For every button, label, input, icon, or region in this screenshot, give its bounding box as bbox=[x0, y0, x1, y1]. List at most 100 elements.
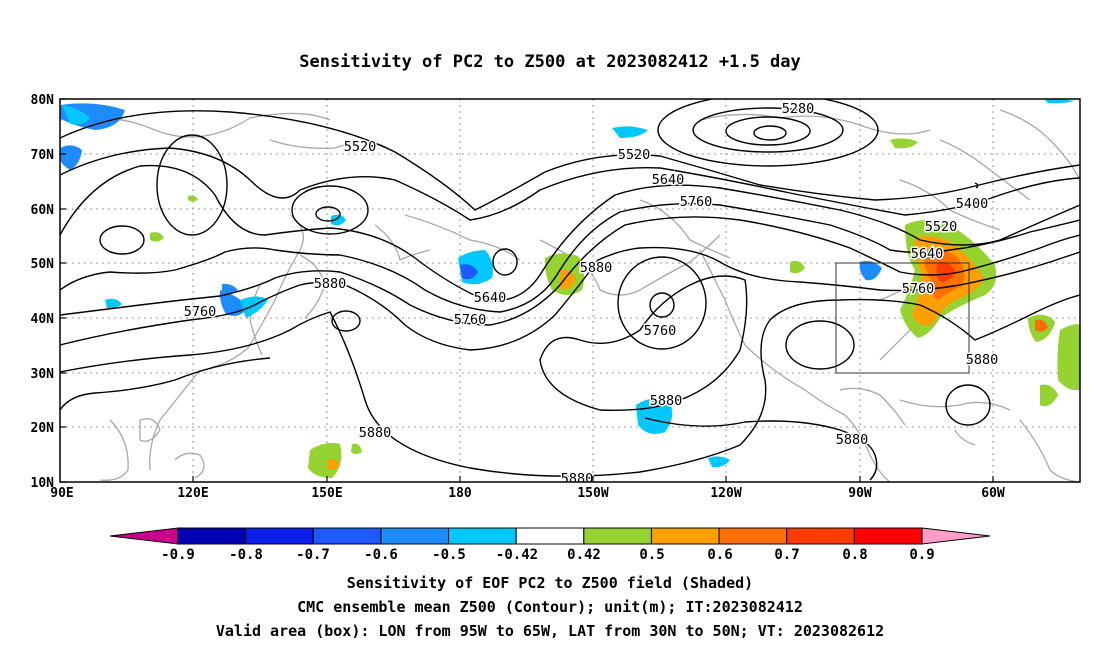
positive-patch bbox=[890, 138, 918, 149]
colorbar-cell bbox=[380, 527, 450, 545]
positive-patch bbox=[790, 260, 805, 274]
negative-patch bbox=[60, 145, 82, 170]
positive-patch bbox=[560, 269, 576, 289]
lat-label: 10N bbox=[31, 476, 55, 491]
negative-patch bbox=[612, 126, 648, 138]
lon-label: 60W bbox=[981, 486, 1005, 501]
lon-label: 120W bbox=[710, 486, 741, 501]
contour-label: 5760 bbox=[680, 194, 713, 210]
negative-patch bbox=[1045, 99, 1075, 104]
contour-label: 5880 bbox=[359, 425, 392, 441]
colorbar-cell bbox=[515, 527, 585, 545]
axis-ticks bbox=[60, 98, 994, 483]
colorbar-cell bbox=[583, 527, 652, 545]
colorbar-cell bbox=[312, 527, 382, 545]
colorbar: -0.9 -0.8 -0.7 -0.6 -0.5 -0.42 0.42 0.5 … bbox=[109, 527, 991, 563]
contour-label: 5400 bbox=[956, 196, 989, 212]
captions: Sensitivity of EOF PC2 to Z500 field (Sh… bbox=[216, 574, 884, 640]
negative-patch bbox=[636, 398, 673, 434]
colorbar-label: 0.42 bbox=[567, 547, 601, 563]
colorbar-label: 0.6 bbox=[707, 547, 732, 563]
positive-patch bbox=[1035, 319, 1048, 332]
colorbar-label: -0.7 bbox=[296, 547, 330, 563]
colorbar-label: -0.8 bbox=[229, 547, 263, 563]
contour-label: 5640 bbox=[474, 290, 507, 306]
positive-patch bbox=[351, 443, 362, 454]
lat-label: 40N bbox=[31, 312, 55, 327]
map-panel: 5280 5520 5520 5520 5400 5640 5640 5640 … bbox=[31, 93, 1081, 501]
lon-label: 150W bbox=[577, 486, 608, 501]
colorbar-cell bbox=[650, 527, 720, 545]
lat-label: 50N bbox=[31, 257, 55, 272]
contour-label: 5880 bbox=[314, 276, 347, 292]
colorbar-labels: -0.9 -0.8 -0.7 -0.6 -0.5 -0.42 0.42 0.5 … bbox=[161, 547, 935, 563]
contour-labels: 5280 5520 5520 5520 5400 5640 5640 5640 … bbox=[182, 100, 1000, 487]
colorbar-low-arrow bbox=[109, 527, 179, 545]
lat-label: 30N bbox=[31, 367, 55, 382]
lat-label: 20N bbox=[31, 421, 55, 436]
positive-patch bbox=[150, 232, 164, 242]
colorbar-label: 0.9 bbox=[909, 547, 934, 563]
contour-label: 5880 bbox=[836, 432, 869, 448]
contour-label: 5880 bbox=[966, 352, 999, 368]
positive-patch bbox=[327, 458, 340, 470]
z500-contours bbox=[60, 99, 1080, 481]
contour-label: 5760 bbox=[902, 281, 935, 297]
colorbar-cell bbox=[177, 527, 247, 545]
colorbar-label: -0.42 bbox=[496, 547, 538, 563]
negative-patch bbox=[105, 298, 122, 309]
lon-label: 90W bbox=[848, 486, 872, 501]
latitude-labels: 80N 70N 60N 50N 40N 30N 20N 10N bbox=[31, 93, 55, 491]
colorbar-cell bbox=[718, 527, 788, 545]
contour-label: 5640 bbox=[911, 246, 944, 262]
negative-patch bbox=[708, 456, 730, 468]
negative-patch bbox=[859, 260, 882, 281]
lon-label: 120E bbox=[177, 486, 208, 501]
caption-line-3: Valid area (box): LON from 95W to 65W, L… bbox=[216, 622, 884, 640]
map-frame bbox=[59, 98, 1081, 483]
lon-label: 180 bbox=[448, 486, 472, 501]
contour-label: 5880 bbox=[580, 260, 613, 276]
caption-line-2: CMC ensemble mean Z500 (Contour); unit(m… bbox=[297, 598, 803, 616]
contour-label: 5520 bbox=[344, 139, 377, 155]
valid-area-box bbox=[835, 262, 970, 374]
negative-patch bbox=[62, 105, 90, 125]
negative-patch bbox=[331, 214, 346, 226]
lat-label: 60N bbox=[31, 203, 55, 218]
lon-label: 90E bbox=[50, 486, 73, 501]
positive-patch bbox=[1057, 324, 1080, 391]
colorbar-cell bbox=[786, 527, 855, 545]
negative-patch bbox=[219, 290, 248, 316]
longitude-labels: 90E 120E 150E 180 150W 120W 90W 60W bbox=[50, 486, 1005, 501]
colorbar-label: 0.5 bbox=[639, 547, 664, 563]
lat-label: 70N bbox=[31, 148, 55, 163]
colorbar-label: 0.8 bbox=[842, 547, 867, 563]
map-title: Sensitivity of PC2 to Z500 at 2023082412… bbox=[299, 52, 801, 72]
colorbar-cell bbox=[245, 527, 314, 545]
colorbar-cell bbox=[853, 527, 923, 545]
colorbar-high-arrow bbox=[921, 527, 991, 545]
contour-label: 5520 bbox=[925, 219, 958, 235]
colorbar-label: -0.5 bbox=[432, 547, 466, 563]
caption-line-1: Sensitivity of EOF PC2 to Z500 field (Sh… bbox=[347, 574, 753, 592]
colorbar-label: -0.6 bbox=[364, 547, 398, 563]
contour-label: 5640 bbox=[652, 172, 685, 188]
contour-label: 5880 bbox=[561, 471, 594, 487]
contour-label: 5760 bbox=[184, 304, 217, 320]
positive-patch bbox=[188, 195, 198, 202]
negative-patch bbox=[460, 264, 478, 280]
colorbar-cell bbox=[448, 527, 517, 545]
contour-label: 5760 bbox=[644, 323, 677, 339]
lat-label: 80N bbox=[31, 93, 55, 108]
colorbar-label: -0.9 bbox=[161, 547, 195, 563]
contour-label: 5880 bbox=[650, 393, 683, 409]
positive-patch bbox=[936, 261, 956, 282]
contour-label: 5760 bbox=[454, 312, 487, 328]
contour-label: 5520 bbox=[618, 147, 651, 163]
colorbar-label: 0.7 bbox=[774, 547, 799, 563]
colorbar-cells bbox=[177, 527, 923, 545]
contour-label: 5280 bbox=[782, 101, 815, 117]
positive-patch bbox=[1040, 384, 1058, 407]
lon-label: 150E bbox=[311, 486, 342, 501]
